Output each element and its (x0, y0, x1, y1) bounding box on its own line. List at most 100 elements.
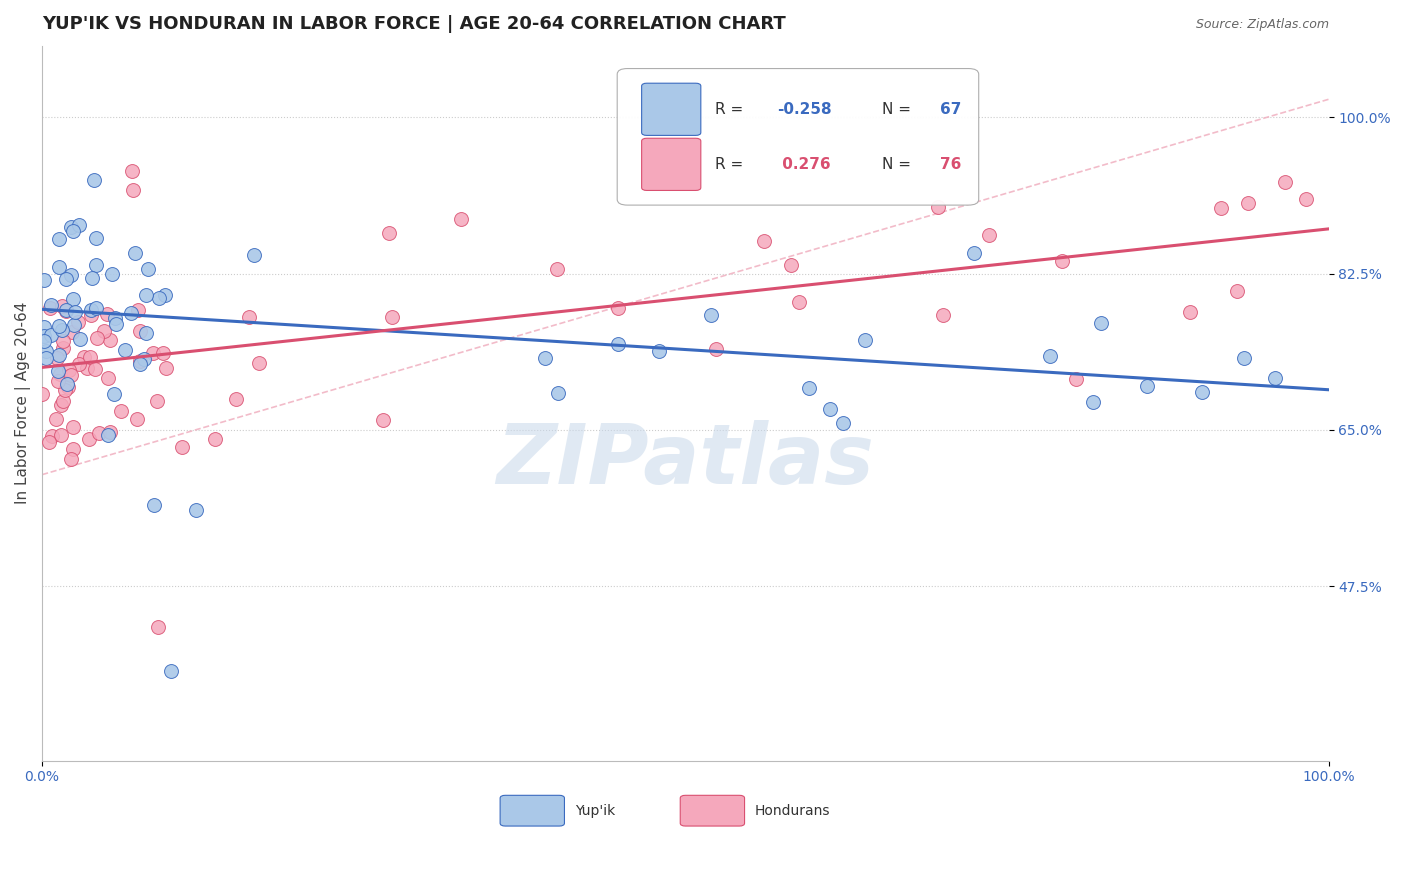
Point (52, 341, 75, 355)
Point (48, 368, 70, 382)
Point (155, 287, 177, 301)
Point (143, 499, 166, 513)
FancyBboxPatch shape (617, 69, 979, 205)
Point (1178, 305, 1201, 319)
Point (79, 302, 101, 317)
Point (41, 327, 63, 342)
Point (818, 402, 841, 417)
Point (48, 348, 70, 362)
Point (186, 503, 208, 517)
Point (129, 357, 152, 371)
Point (779, 258, 801, 272)
Point (787, 295, 810, 310)
Point (59, 452, 82, 467)
Point (79, 350, 101, 364)
Point (1233, 351, 1256, 365)
Point (121, 163, 143, 178)
Point (1274, 175, 1296, 189)
Point (103, 387, 125, 401)
Point (125, 412, 148, 426)
Point (67, 357, 90, 371)
Point (96, 307, 118, 321)
Point (63, 318, 86, 333)
Point (49, 398, 72, 412)
Point (152, 346, 174, 360)
Point (97, 428, 120, 442)
Point (136, 261, 159, 276)
Point (52, 394, 75, 409)
Point (547, 386, 569, 401)
Point (114, 343, 136, 357)
Point (84, 231, 107, 245)
Point (648, 343, 671, 358)
Point (1264, 371, 1286, 385)
Point (45, 351, 67, 366)
Point (53, 383, 76, 397)
Point (80, 308, 103, 322)
Point (39, 301, 62, 315)
Text: YUP'IK VS HONDURAN IN LABOR FORCE | AGE 20-64 CORRELATION CHART: YUP'IK VS HONDURAN IN LABOR FORCE | AGE … (42, 15, 786, 33)
Point (148, 291, 170, 305)
Point (32, 319, 55, 334)
Point (48, 260, 70, 275)
Point (963, 246, 986, 260)
Point (155, 361, 177, 376)
Point (69, 218, 91, 232)
FancyBboxPatch shape (501, 796, 564, 826)
Point (41, 429, 63, 443)
Point (58, 362, 80, 376)
Point (66, 315, 89, 329)
Point (146, 394, 169, 409)
Point (46, 374, 69, 388)
Point (32, 329, 55, 343)
Point (46, 364, 69, 378)
Point (49, 427, 72, 442)
Point (1237, 196, 1260, 211)
Point (55, 272, 77, 286)
Point (1226, 284, 1249, 298)
Point (31, 386, 53, 401)
Point (62, 442, 84, 456)
Point (104, 318, 127, 332)
Point (35, 343, 58, 358)
Point (83, 172, 105, 186)
Point (62, 224, 84, 238)
Point (87, 426, 110, 441)
Text: Hondurans: Hondurans (755, 804, 831, 818)
Point (799, 380, 821, 394)
Point (381, 310, 404, 324)
Point (98, 334, 121, 348)
Point (80, 271, 103, 285)
Point (51, 322, 73, 336)
Point (84, 301, 107, 315)
Point (38, 434, 60, 449)
Point (1295, 192, 1317, 206)
FancyBboxPatch shape (681, 796, 745, 826)
Point (63, 305, 86, 319)
Point (73, 350, 96, 364)
Point (249, 356, 271, 370)
Point (84, 258, 107, 272)
Point (55, 302, 77, 317)
Point (752, 234, 775, 248)
Point (1191, 384, 1213, 399)
Point (135, 288, 157, 302)
Point (41, 298, 63, 312)
Text: N =: N = (882, 102, 917, 117)
Point (159, 665, 181, 679)
Point (378, 226, 401, 240)
Point (373, 413, 395, 427)
Point (1090, 316, 1112, 330)
Point (204, 432, 226, 446)
Point (124, 246, 146, 260)
Point (77, 432, 100, 446)
Point (129, 324, 152, 338)
Point (60, 220, 83, 235)
Point (607, 301, 630, 315)
Text: -0.258: -0.258 (776, 102, 831, 117)
Point (122, 184, 145, 198)
Point (60, 368, 83, 383)
Point (55, 303, 77, 318)
Point (34, 351, 56, 365)
Point (69, 332, 91, 346)
